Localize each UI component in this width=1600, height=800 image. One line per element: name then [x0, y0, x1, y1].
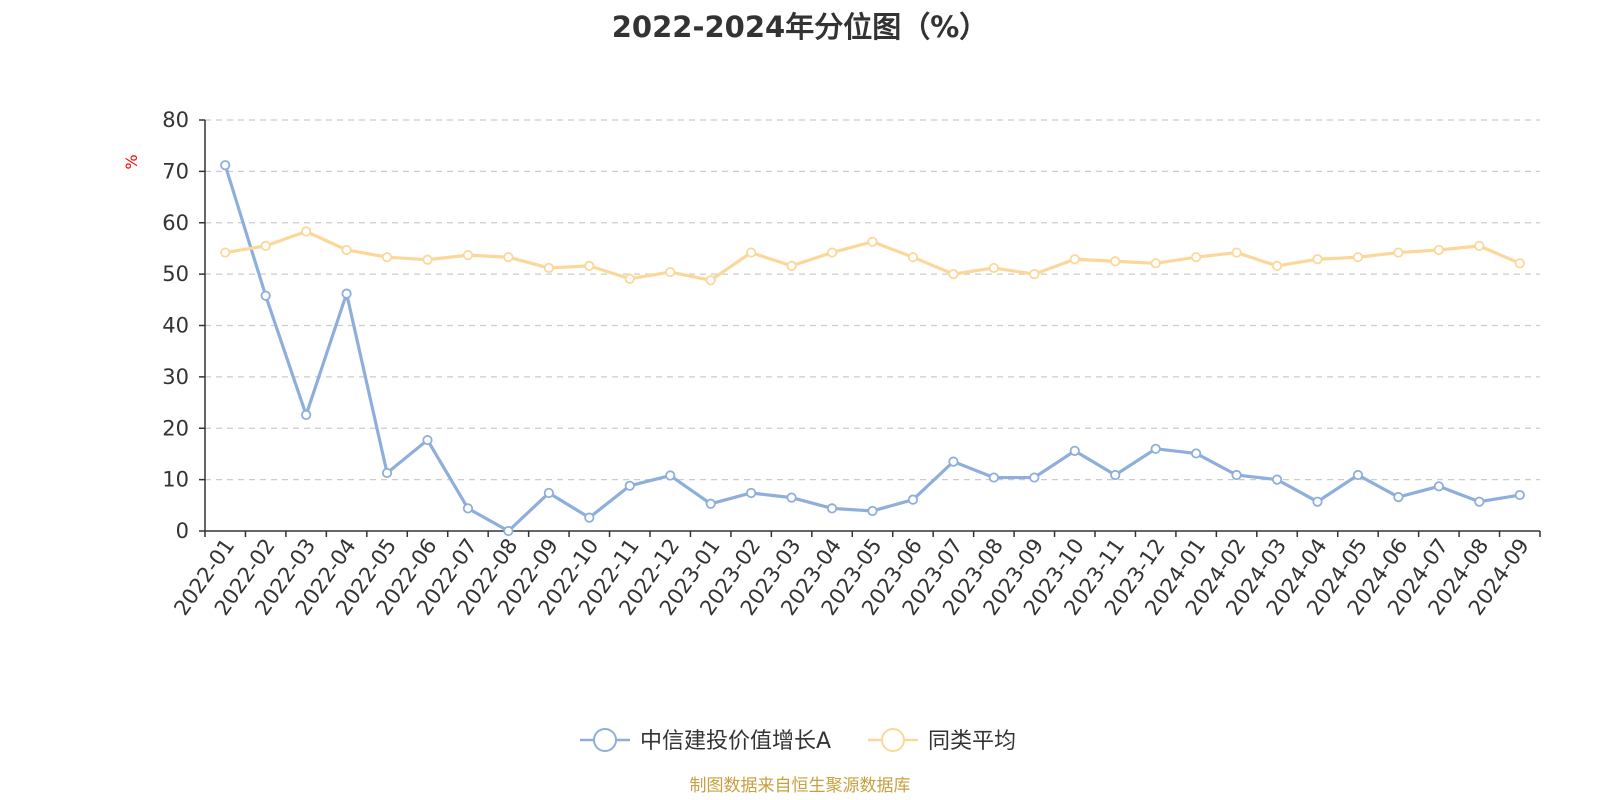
data-point[interactable]	[422, 434, 433, 446]
data-point[interactable]	[786, 260, 797, 272]
data-point[interactable]	[1514, 489, 1525, 501]
data-point[interactable]	[543, 487, 554, 499]
y-tick-label: 60	[162, 211, 189, 235]
data-point[interactable]	[1393, 247, 1404, 258]
y-tick-label: 0	[176, 519, 189, 543]
data-point[interactable]	[665, 266, 676, 278]
data-point[interactable]	[301, 409, 312, 420]
legend-label: 同类平均	[928, 729, 1016, 754]
data-point[interactable]	[907, 252, 919, 263]
data-point[interactable]	[988, 472, 999, 483]
data-point[interactable]	[1393, 491, 1404, 503]
data-point[interactable]	[867, 505, 878, 517]
data-point[interactable]	[584, 512, 595, 523]
data-point[interactable]	[584, 260, 595, 272]
data-point[interactable]	[948, 269, 959, 280]
data-point[interactable]	[503, 525, 514, 537]
data-point[interactable]	[1069, 445, 1080, 456]
data-point[interactable]	[503, 252, 514, 263]
chart-title: 2022-2024年分位图（%）	[611, 10, 989, 44]
data-point[interactable]	[1474, 240, 1485, 251]
y-tick-label: 70	[162, 159, 189, 183]
y-tick-label: 30	[162, 365, 189, 389]
data-point[interactable]	[1029, 269, 1040, 280]
legend-marker	[881, 728, 905, 752]
data-point[interactable]	[462, 250, 474, 261]
data-point[interactable]	[1312, 254, 1323, 265]
data-point[interactable]	[1150, 443, 1161, 454]
data-point[interactable]	[381, 252, 393, 263]
data-point[interactable]	[341, 244, 352, 256]
data-point[interactable]	[907, 494, 919, 505]
data-point[interactable]	[1474, 496, 1485, 507]
legend-marker	[593, 728, 617, 752]
y-tick-label: 50	[162, 262, 189, 286]
y-tick-label: 40	[162, 314, 189, 338]
axes: 01020304050607080%2022-012022-022022-032…	[122, 108, 1541, 620]
data-point[interactable]	[1191, 448, 1202, 459]
legend-item-0[interactable]: 中信建投价值增长A	[580, 728, 831, 754]
legend-item-1[interactable]: 同类平均	[868, 728, 1016, 754]
data-point[interactable]	[301, 226, 312, 237]
data-point[interactable]	[1514, 258, 1525, 269]
data-point[interactable]	[1110, 256, 1121, 267]
data-point[interactable]	[746, 247, 757, 258]
y-tick-label: 80	[162, 108, 189, 132]
data-point[interactable]	[1231, 247, 1242, 258]
data-point[interactable]	[220, 247, 231, 258]
series-1	[220, 226, 1525, 286]
data-point[interactable]	[260, 240, 271, 251]
data-point[interactable]	[422, 254, 433, 265]
data-point[interactable]	[826, 503, 838, 514]
data-point[interactable]	[1271, 474, 1283, 485]
data-point[interactable]	[1271, 260, 1283, 272]
legend[interactable]: 中信建投价值增长A 同类平均	[580, 728, 1016, 754]
data-point[interactable]	[462, 503, 474, 514]
data-point[interactable]	[260, 290, 271, 301]
y-tick-label: 20	[162, 416, 189, 440]
data-point[interactable]	[1191, 252, 1202, 263]
data-point[interactable]	[867, 236, 878, 247]
data-point[interactable]	[826, 247, 838, 258]
data-point[interactable]	[1352, 252, 1364, 263]
data-point[interactable]	[746, 487, 757, 499]
series-0	[220, 160, 1525, 537]
data-point[interactable]	[786, 492, 797, 503]
data-point[interactable]	[1312, 496, 1323, 507]
data-point[interactable]	[665, 470, 676, 481]
data-point[interactable]	[1110, 469, 1121, 481]
data-point[interactable]	[1029, 472, 1040, 483]
data-point[interactable]	[220, 160, 231, 171]
data-point[interactable]	[624, 480, 635, 491]
data-point[interactable]	[1069, 254, 1080, 265]
legend-label: 中信建投价值增长A	[640, 729, 831, 754]
data-point[interactable]	[1231, 469, 1242, 481]
data-point[interactable]	[1433, 481, 1444, 492]
data-point[interactable]	[1150, 258, 1161, 269]
series-line	[223, 164, 1521, 533]
data-point[interactable]	[341, 288, 352, 299]
y-unit-label: %	[122, 154, 141, 169]
data-point[interactable]	[705, 275, 716, 286]
data-point[interactable]	[543, 262, 554, 274]
source-note: 制图数据来自恒生聚源数据库	[690, 776, 911, 796]
y-tick-label: 10	[162, 468, 189, 492]
data-point[interactable]	[948, 456, 959, 467]
data-point[interactable]	[988, 262, 999, 274]
data-point[interactable]	[1433, 244, 1444, 256]
grid-lines	[205, 119, 1540, 481]
data-point[interactable]	[705, 498, 716, 509]
series-lines	[220, 160, 1525, 537]
data-point[interactable]	[381, 467, 393, 479]
data-point[interactable]	[624, 273, 635, 284]
data-point[interactable]	[1352, 469, 1364, 481]
